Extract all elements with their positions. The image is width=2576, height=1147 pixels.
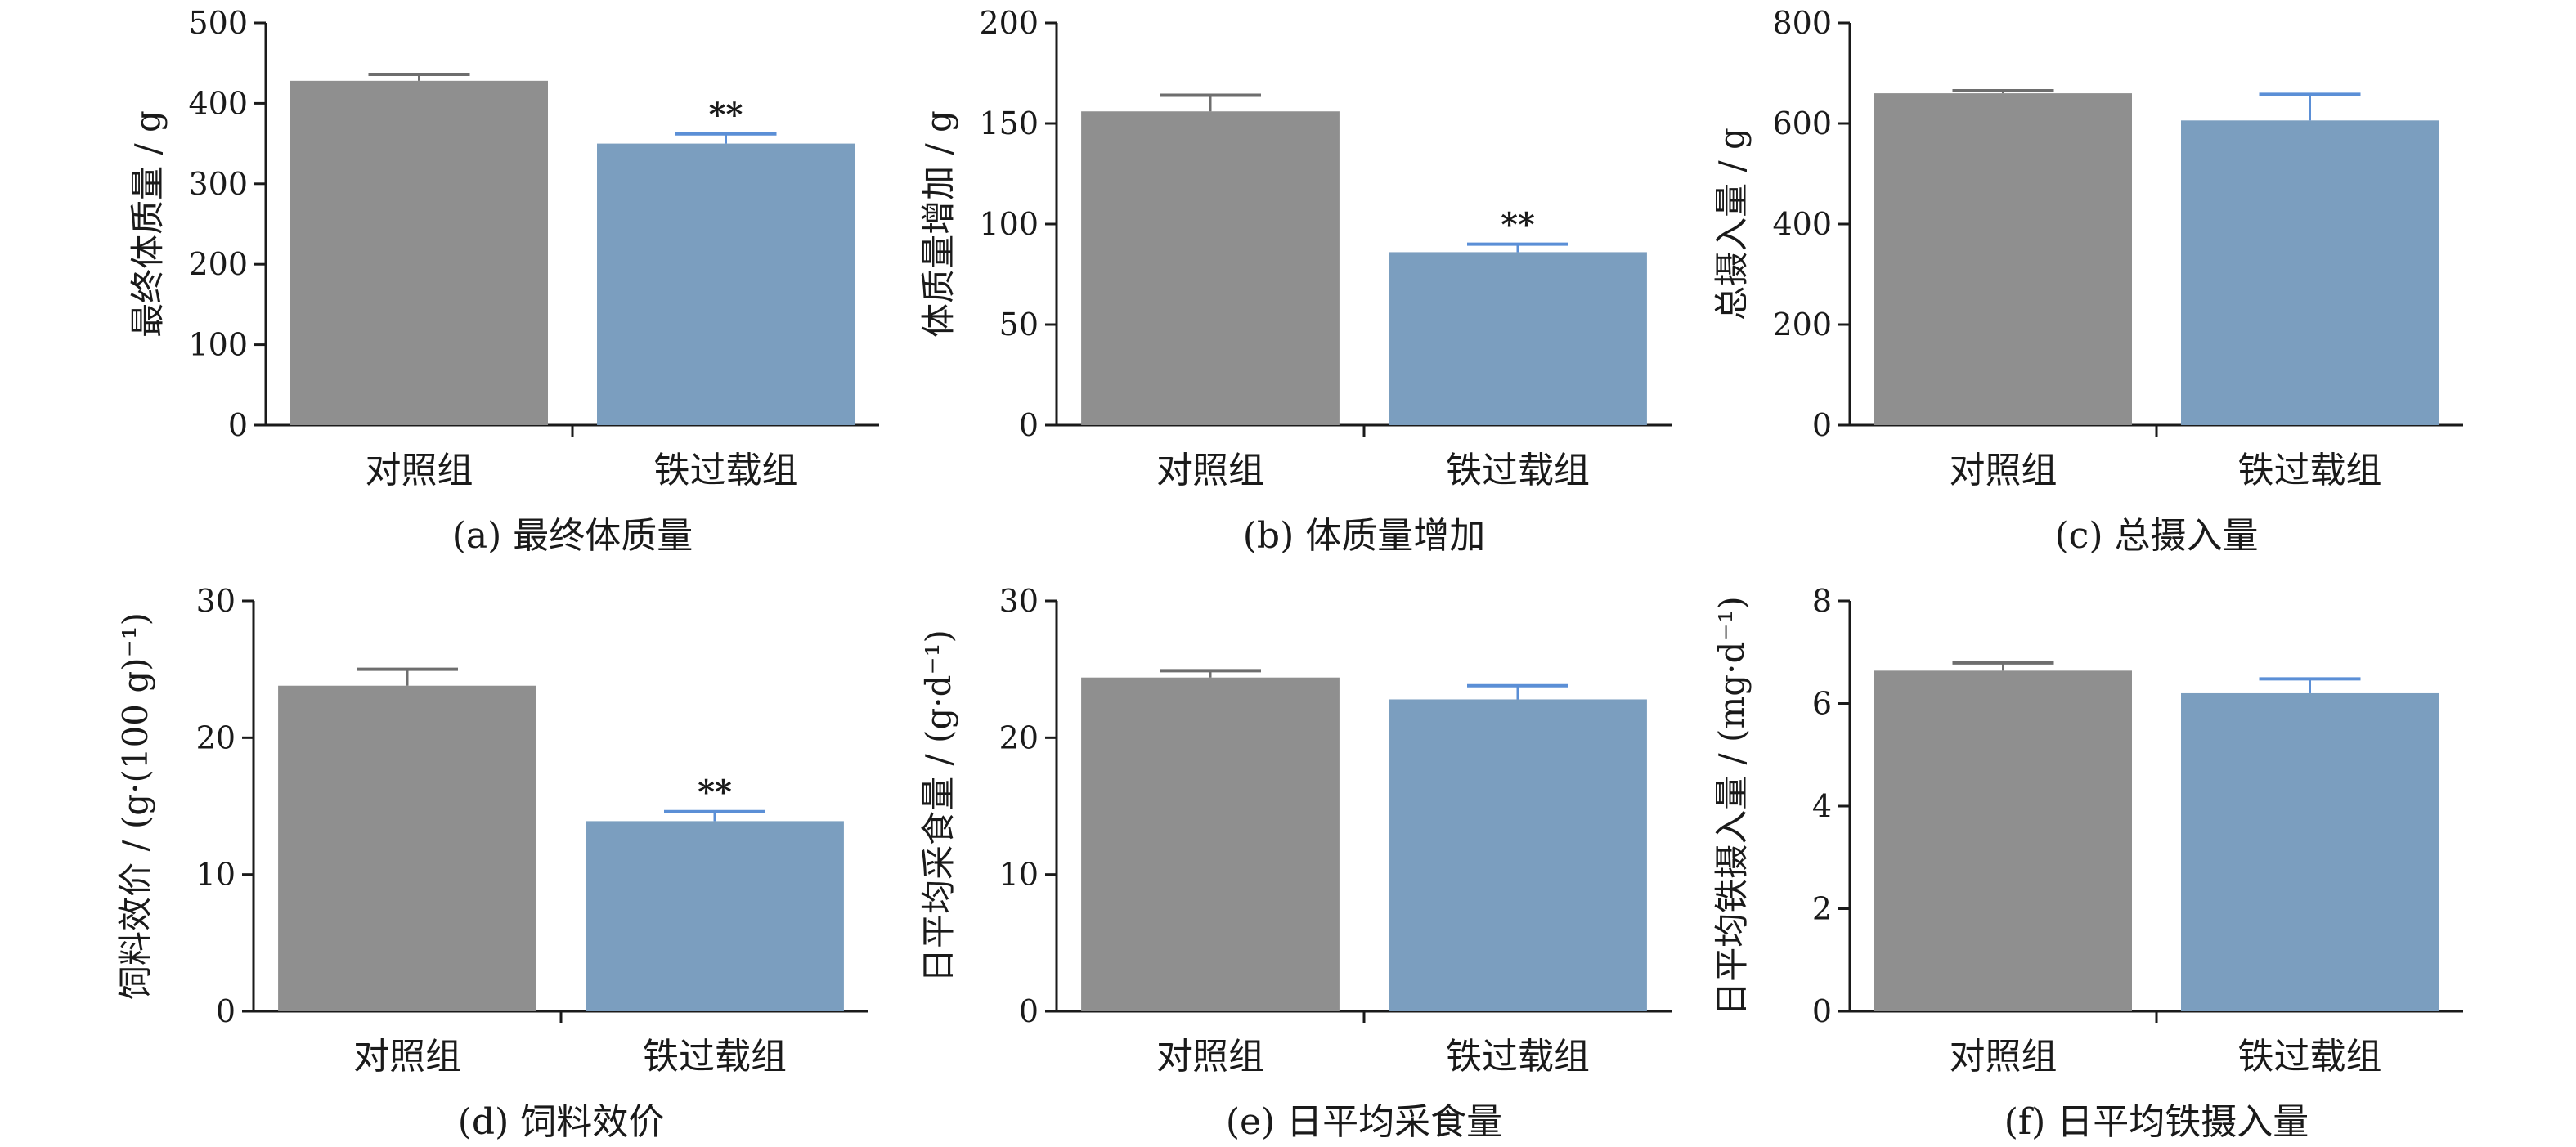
y-tick-label: 0 [1019,993,1039,1029]
y-tick-label: 150 [979,105,1039,141]
x-category-label: 对照组 [1950,1036,2058,1078]
y-tick-label: 800 [1772,5,1832,41]
panel-caption: (b) 体质量增加 [1243,515,1485,557]
bar [1389,699,1647,1011]
y-tick-label: 8 [1812,583,1832,619]
panel-caption: (f) 日平均铁摄入量 [2004,1101,2309,1143]
chart-panel-c: 0 200 400 600 800 对照组 铁过载组 总摄入量 / g (c) 总摄入量 [1712,5,2463,557]
panel-caption: (e) 日平均采食量 [1226,1101,1502,1143]
bar [1081,677,1340,1011]
y-tick-label: 4 [1812,788,1832,824]
x-category-label: 铁过载组 [1446,1036,1590,1078]
y-axis-label: 体质量增加 / g [918,110,958,338]
y-axis-label: 饲料效价 / (g·(100 g)⁻¹) [115,612,155,1000]
panel-caption: (d) 饲料效价 [458,1101,664,1143]
y-tick-label: 100 [188,327,248,363]
y-tick-label: 300 [188,166,248,202]
x-category-label: 对照组 [353,1036,461,1078]
y-axis-label: 总摄入量 / g [1712,128,1752,320]
x-category-label: 对照组 [1156,450,1264,491]
chart-panel-e: 0 10 20 30 对照组 铁过载组 日平均采食量 / (g·d⁻¹) (e) 日平均采食量 [918,583,1672,1143]
x-category-label: 铁过载组 [2238,1036,2382,1078]
bar [1389,252,1647,425]
y-tick-label: 400 [1772,206,1832,242]
x-category-label: 对照组 [366,450,473,491]
y-tick-label: 200 [188,246,248,282]
x-category-label: 铁过载组 [1446,450,1590,491]
bar [1874,93,2132,425]
x-category-label: 铁过载组 [2238,450,2382,491]
y-tick-label: 200 [979,5,1039,41]
y-tick-label: 20 [999,719,1039,755]
panel-caption: (a) 最终体质量 [452,515,693,557]
y-tick-label: 10 [999,857,1039,893]
y-axis-label: 日平均采食量 / (g·d⁻¹) [918,630,958,983]
bar [586,821,844,1011]
y-tick-label: 0 [1812,407,1832,443]
y-tick-label: 6 [1812,686,1832,722]
x-category-label: 对照组 [1156,1036,1264,1078]
significance-marker: ** [1501,206,1535,244]
y-tick-label: 0 [228,407,248,443]
y-tick-label: 100 [979,206,1039,242]
bar [2181,120,2439,425]
y-tick-label: 400 [188,85,248,121]
x-category-label: 对照组 [1950,450,2058,491]
chart-panel-d: 0 10 20 30 对照组 ** 铁过载组 饲料效价 / (g·(100 g)⁻¹) (d) … [115,583,868,1143]
x-category-label: 铁过载组 [654,450,798,491]
y-tick-label: 50 [999,307,1039,343]
bar [2181,692,2439,1011]
significance-marker: ** [709,96,743,134]
panel-caption: (c) 总摄入量 [2055,515,2259,557]
y-axis-label: 日平均铁摄入量 / (mg·d⁻¹) [1712,596,1752,1016]
chart-panel-b: 0 50 100 150 200 对照组 ** 铁过载组 体质量增加 / g (b) 体质量增加 [918,5,1672,557]
y-tick-label: 2 [1812,891,1832,927]
y-tick-label: 20 [196,719,236,755]
y-tick-label: 0 [216,993,236,1029]
y-tick-label: 30 [999,583,1039,619]
chart-panel-a: 0 100 200 300 400 500 对照组 ** 铁过载组 最终体质量 / g (a) 最终… [128,5,879,557]
y-tick-label: 500 [188,5,248,41]
bar [290,80,548,426]
chart-panel-f: 0 2 4 6 8 对照组 铁过载组 日平均铁摄入量 / (mg·d⁻¹) (f) 日平均铁摄入… [1712,583,2463,1143]
bar [1874,670,2132,1011]
bar [1081,111,1340,426]
bar [597,143,855,425]
y-axis-label: 最终体质量 / g [128,110,168,338]
y-tick-label: 200 [1772,307,1832,343]
y-tick-label: 600 [1772,105,1832,141]
y-tick-label: 10 [196,857,236,893]
significance-marker: ** [698,773,732,812]
y-tick-label: 0 [1812,993,1832,1029]
bar [278,685,536,1011]
y-tick-label: 0 [1019,407,1039,443]
x-category-label: 铁过载组 [643,1036,787,1078]
y-tick-label: 30 [196,583,236,619]
